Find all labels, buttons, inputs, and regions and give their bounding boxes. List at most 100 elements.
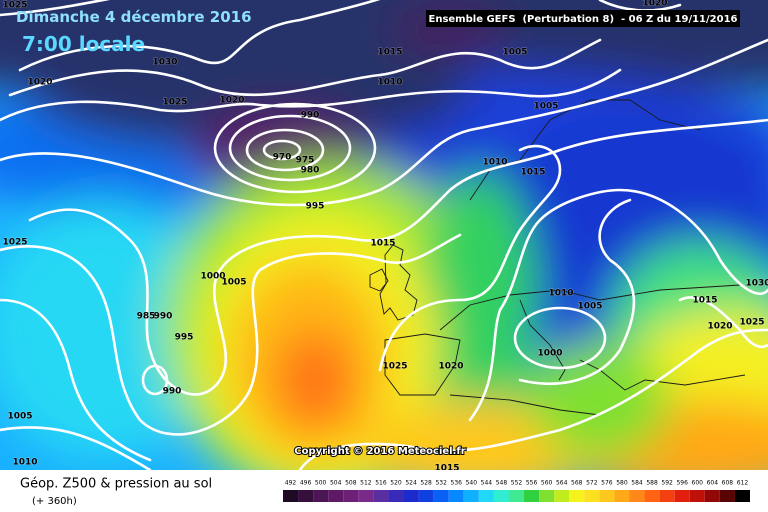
scale-swatch <box>418 490 434 502</box>
scale-label: 580 <box>616 480 628 487</box>
isobar-label: 1015 <box>370 239 395 249</box>
scale-label: 492 <box>285 480 297 487</box>
copyright: Copyright © 2016 Meteociel.fr <box>294 446 465 457</box>
isobar-label: 1020 <box>27 78 52 88</box>
scale-swatch <box>629 490 645 502</box>
date: Dimanche 4 décembre 2016 <box>16 8 252 26</box>
scale-swatch <box>343 490 359 502</box>
scale-label: 596 <box>676 480 688 487</box>
isobar-label: 1025 <box>162 98 187 108</box>
scale-swatch <box>539 490 555 502</box>
isobar-label: 1005 <box>533 102 558 112</box>
isobar-label: 1030 <box>745 279 768 289</box>
footer-title: Géop. Z500 & pression au sol <box>20 477 212 492</box>
scale-swatch <box>463 490 479 502</box>
scale-swatch <box>569 490 585 502</box>
isobar-label: 980 <box>301 166 320 176</box>
scale-swatch <box>283 490 299 502</box>
scale-swatch <box>448 490 464 502</box>
isobar-label: 1005 <box>577 302 602 312</box>
isobar-label: 1020 <box>219 96 244 106</box>
isobar-label: 995 <box>306 202 325 212</box>
scale-label: 536 <box>451 480 463 487</box>
scale-label: 496 <box>300 480 312 487</box>
lead-time: (+ 360h) <box>32 496 77 507</box>
isobar-label: 1020 <box>642 0 667 9</box>
scale-swatch <box>734 490 750 502</box>
scale-label: 520 <box>390 480 402 487</box>
isobar-label: 1010 <box>482 158 507 168</box>
scale-swatch <box>508 490 525 502</box>
scale-swatch <box>554 490 570 502</box>
isobar-label: 1000 <box>537 349 562 359</box>
scale-label: 560 <box>541 480 553 487</box>
isobar-label: 1020 <box>438 362 463 372</box>
isobar-label: 1025 <box>2 238 27 248</box>
isobar-label: 1020 <box>707 322 732 332</box>
scale-swatch <box>478 490 494 502</box>
scale-swatch <box>493 490 509 502</box>
color-scale: 492 496 500 504 508 512 516 520 524 528 532 536 540 5… <box>283 480 750 502</box>
isobar-label: 975 <box>296 156 315 166</box>
scale-label: 528 <box>420 480 432 487</box>
scale-label: 544 <box>481 480 493 487</box>
scale-swatch <box>388 490 404 502</box>
isobar-label: 1015 <box>377 48 402 58</box>
scale-label: 564 <box>556 480 568 487</box>
isobar-label: 1010 <box>377 78 402 88</box>
scale-label: 592 <box>661 480 673 487</box>
run-info: Ensemble GEFS (Perturbation 8) - 06 Z du… <box>429 14 738 25</box>
scale-swatch <box>644 490 660 502</box>
scale-label: 612 <box>737 480 749 487</box>
scale-label: 576 <box>601 480 613 487</box>
scale-swatch <box>659 490 675 502</box>
scale-label: 532 <box>435 480 447 487</box>
coastlines <box>369 99 746 416</box>
scale-label: 608 <box>722 480 734 487</box>
scale-label: 508 <box>345 480 357 487</box>
scale-swatch <box>328 490 344 502</box>
isobar-label: 1015 <box>434 464 459 474</box>
scale-swatch <box>298 490 314 502</box>
isobar-label: 995 <box>175 333 194 343</box>
scale-swatch <box>719 490 735 502</box>
scale-swatch <box>358 490 374 502</box>
scale-label: 512 <box>360 480 372 487</box>
scale-label: 572 <box>586 480 598 487</box>
scale-swatch <box>403 490 419 502</box>
isobar-label: 985 <box>137 312 156 322</box>
scale-swatch <box>313 490 329 502</box>
scale-label: 504 <box>330 480 342 487</box>
isobar-label: 1010 <box>548 289 573 299</box>
isobar-label: 1030 <box>152 58 177 68</box>
scale-swatch <box>689 490 705 502</box>
isobar-label: 1005 <box>221 278 246 288</box>
local-time: 7:00 locale <box>22 32 145 56</box>
isobar-label: 990 <box>163 387 182 397</box>
scale-label: 588 <box>646 480 658 487</box>
scale-label: 500 <box>315 480 327 487</box>
scale-swatch <box>373 490 389 502</box>
isobar-label: 990 <box>154 312 173 322</box>
scale-label: 584 <box>631 480 643 487</box>
scale-label: 600 <box>692 480 704 487</box>
isobar-label: 1005 <box>502 48 527 58</box>
scale-label: 552 <box>511 480 523 487</box>
isobar-label: 1025 <box>2 1 27 11</box>
scale-swatch <box>433 490 449 502</box>
scale-swatch <box>704 490 720 502</box>
isobar-label: 1025 <box>739 318 764 328</box>
scale-swatch <box>599 490 615 502</box>
isobar-label: 1010 <box>12 458 37 468</box>
scale-swatch <box>614 490 630 502</box>
isobar-label: 1015 <box>520 168 545 178</box>
scale-label: 516 <box>375 480 387 487</box>
isobars <box>0 0 768 470</box>
scale-label: 524 <box>405 480 417 487</box>
isobar-label: 1015 <box>692 296 717 306</box>
scale-label: 568 <box>571 480 583 487</box>
run-box <box>426 10 740 27</box>
